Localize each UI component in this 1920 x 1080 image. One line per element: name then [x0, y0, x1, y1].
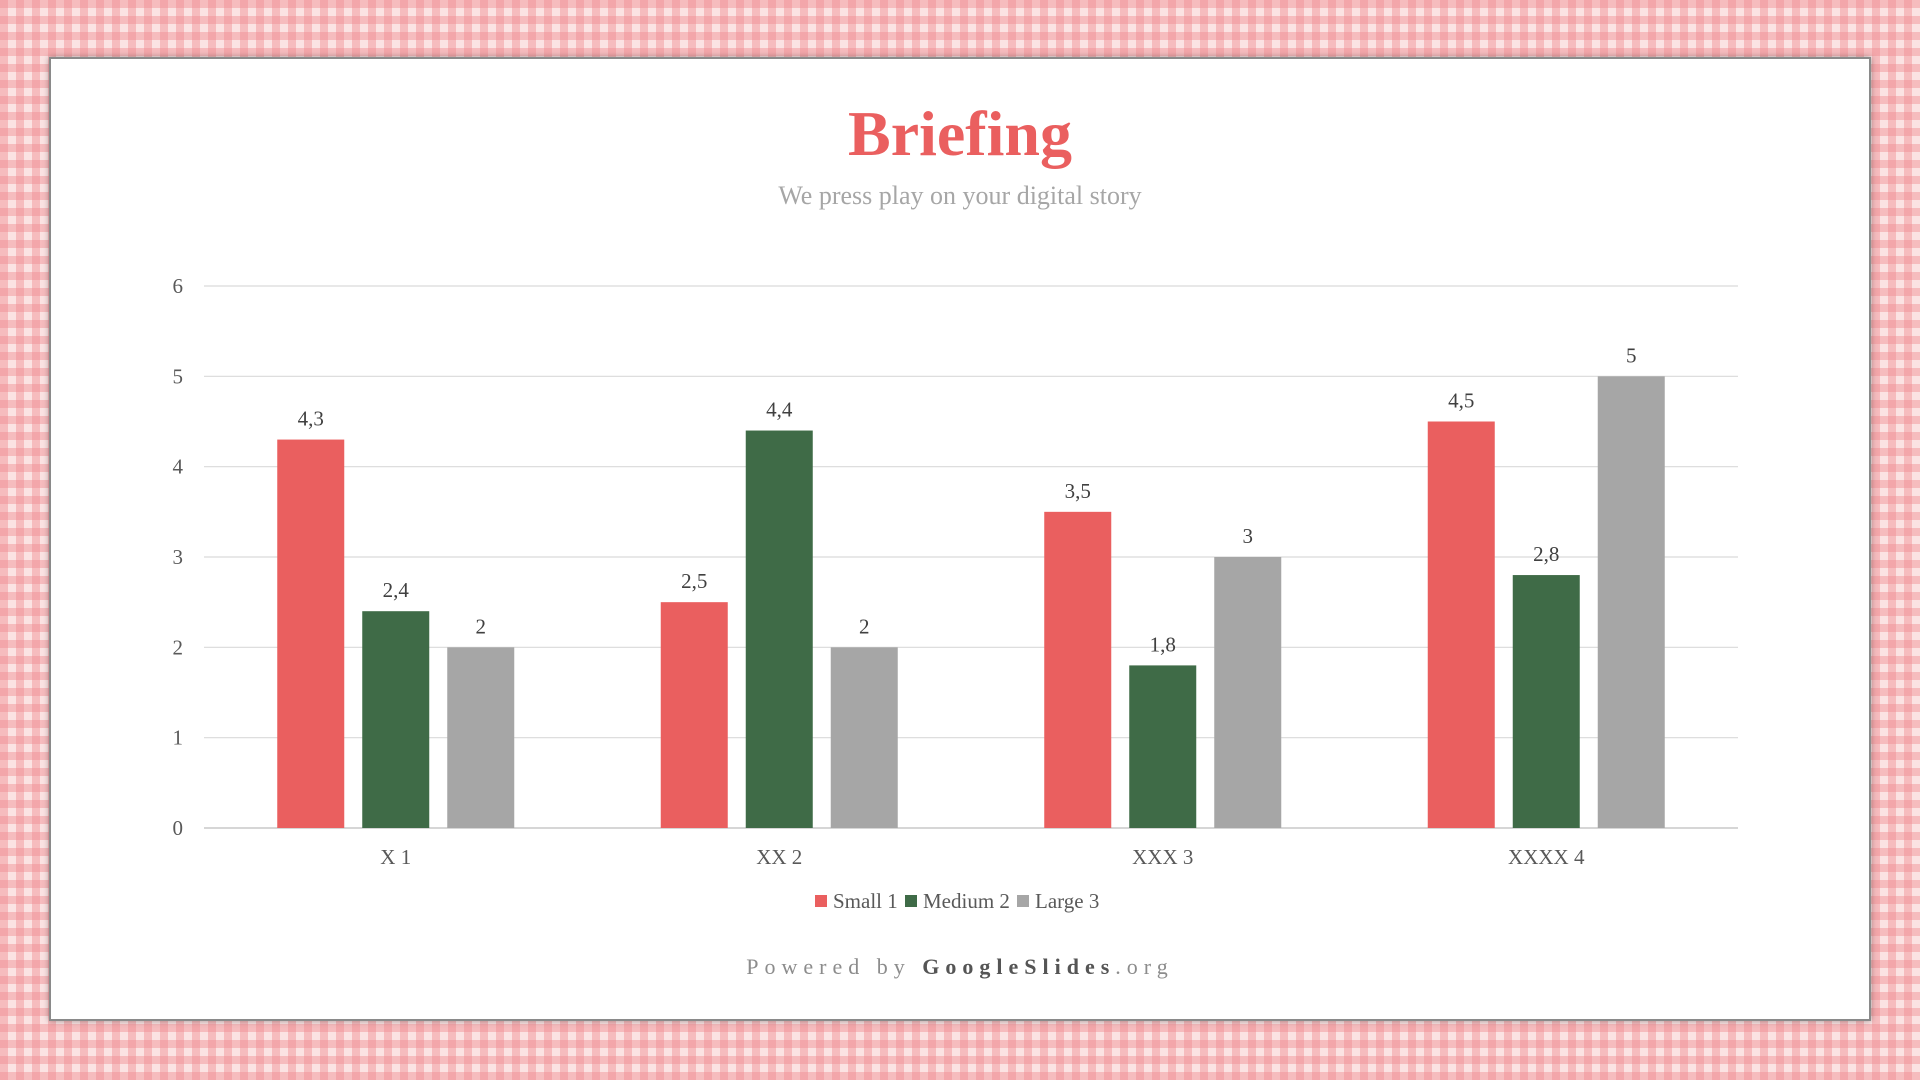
footer-prefix: Powered by — [746, 954, 922, 979]
y-tick-label: 2 — [173, 635, 184, 659]
legend-label: Medium 2 — [923, 889, 1010, 913]
data-label: 2,8 — [1533, 542, 1559, 566]
bar — [447, 647, 514, 828]
bar — [1129, 665, 1196, 828]
bar — [1044, 512, 1111, 828]
x-tick-label: XXX 3 — [1132, 845, 1193, 869]
y-tick-label: 5 — [173, 364, 184, 388]
legend-label: Large 3 — [1035, 889, 1099, 913]
legend-label: Small 1 — [833, 889, 898, 913]
bars — [277, 376, 1665, 828]
bar — [661, 602, 728, 828]
bar — [277, 440, 344, 828]
data-label: 4,4 — [766, 398, 793, 422]
x-tick-label: XX 2 — [756, 845, 802, 869]
footer-suffix: .org — [1115, 954, 1173, 979]
gridlines — [204, 286, 1738, 828]
bar — [1428, 422, 1495, 829]
footer-brand: GoogleSlides — [922, 954, 1115, 979]
y-tick-label: 4 — [173, 455, 184, 479]
y-axis-ticks: 0 1 2 3 4 5 6 — [173, 274, 184, 840]
data-label: 5 — [1626, 343, 1637, 367]
data-label: 2,5 — [681, 569, 707, 593]
y-tick-label: 3 — [173, 545, 184, 569]
bar — [746, 431, 813, 828]
data-label: 2 — [859, 614, 870, 638]
y-tick-label: 0 — [173, 816, 184, 840]
data-label: 2,4 — [383, 578, 410, 602]
bar — [1214, 557, 1281, 828]
data-label: 3,5 — [1065, 479, 1091, 503]
bar — [1598, 376, 1665, 828]
y-tick-label: 6 — [173, 274, 184, 298]
data-label: 1,8 — [1150, 632, 1176, 656]
legend-swatch — [1017, 895, 1029, 907]
data-label: 4,5 — [1448, 389, 1474, 413]
legend-swatch — [905, 895, 917, 907]
legend-swatch — [815, 895, 827, 907]
bar — [831, 647, 898, 828]
footer-credit: Powered by GoogleSlides.org — [0, 951, 1920, 983]
bar — [1513, 575, 1580, 828]
data-label: 4,3 — [298, 407, 324, 431]
data-label: 2 — [476, 614, 487, 638]
bar-chart: 0 1 2 3 4 5 6 4,3 2,4 2 2,5 4,4 2 3,5 1,8 3 4,5 2,8 5 X 1… — [0, 0, 1920, 1080]
x-tick-label: X 1 — [380, 845, 411, 869]
bar — [362, 611, 429, 828]
y-tick-label: 1 — [173, 726, 184, 750]
data-label: 3 — [1243, 524, 1254, 548]
x-axis-ticks: X 1 XX 2 XXX 3 XXXX 4 — [380, 845, 1585, 869]
legend: Small 1 Medium 2 Large 3 — [815, 889, 1099, 913]
x-tick-label: XXXX 4 — [1508, 845, 1585, 869]
